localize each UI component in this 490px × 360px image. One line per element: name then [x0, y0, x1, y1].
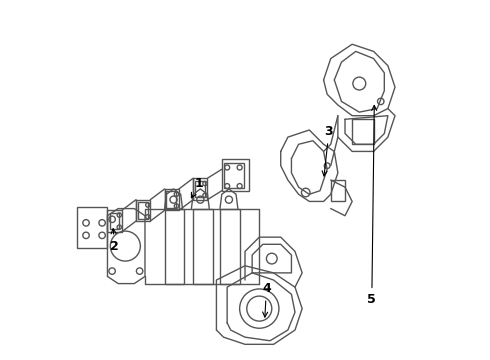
Bar: [165, 208, 184, 284]
Bar: [110, 213, 119, 229]
Bar: [138, 202, 148, 219]
Bar: [195, 181, 205, 197]
Text: 3: 3: [322, 125, 333, 176]
Bar: [220, 208, 240, 284]
Text: 2: 2: [110, 229, 119, 253]
Bar: [136, 200, 150, 221]
Text: 4: 4: [262, 283, 271, 317]
Bar: [167, 192, 176, 208]
Text: 5: 5: [368, 105, 377, 306]
Bar: [77, 207, 107, 248]
Bar: [222, 158, 248, 191]
Bar: [224, 163, 244, 188]
Text: 1: 1: [192, 177, 203, 198]
Bar: [193, 178, 207, 200]
Bar: [331, 180, 345, 202]
Bar: [165, 189, 179, 210]
Bar: [193, 208, 213, 284]
Bar: [352, 119, 373, 144]
